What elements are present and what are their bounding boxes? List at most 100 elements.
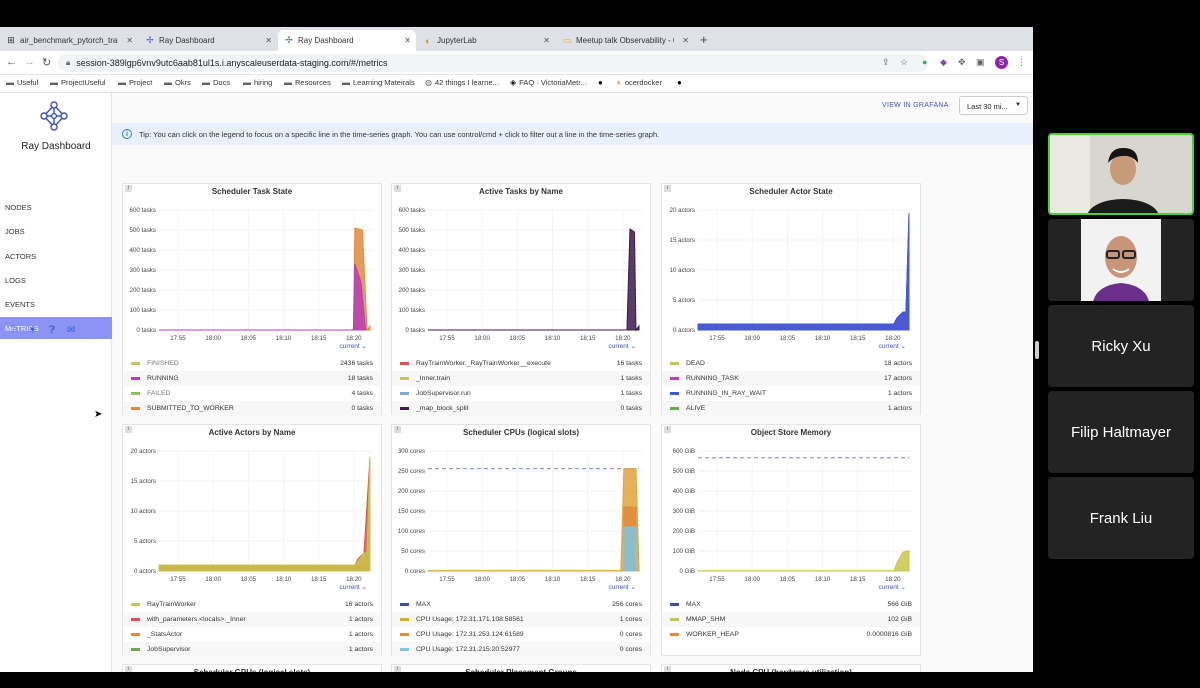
- legend-current-toggle[interactable]: current ⌄: [339, 584, 368, 591]
- series-area[interactable]: [159, 263, 367, 331]
- bookmark-learning[interactable]: ▬ Learning Mateirals: [342, 78, 415, 87]
- tab-ray-dashboard-2[interactable]: ✢ Ray Dashboard ✕: [278, 30, 416, 51]
- url-field[interactable]: 🔒︎ session-389lgp6vnv9utc6aab81ul1s.i.any…: [58, 54, 928, 72]
- legend-item[interactable]: CPU Usage: 172.31.215.20:52977 0 cores: [392, 642, 650, 657]
- legend-item[interactable]: _StatsActor 1 actors: [123, 627, 381, 642]
- nav-nodes[interactable]: NODES: [5, 202, 32, 212]
- bookmark-github-2[interactable]: ●: [677, 78, 685, 87]
- panel-info-icon[interactable]: i: [125, 426, 132, 433]
- series-area[interactable]: [697, 549, 910, 572]
- close-icon[interactable]: ✕: [265, 36, 272, 45]
- series-area[interactable]: [158, 456, 371, 572]
- series-area[interactable]: [697, 221, 910, 331]
- tab-jupyterlab[interactable]: ◐ JupyterLab ✕: [417, 30, 555, 51]
- reload-icon[interactable]: ↻: [42, 57, 52, 69]
- panel-info-icon[interactable]: i: [125, 666, 132, 672]
- legend-current-toggle[interactable]: current ⌄: [878, 343, 907, 350]
- legend-item[interactable]: with_parameters.<locals>._Inner 1 actors: [123, 612, 381, 627]
- theme-sun-icon[interactable]: ☀: [28, 325, 37, 336]
- series-area[interactable]: [427, 468, 640, 572]
- close-icon[interactable]: ✕: [682, 36, 689, 45]
- legend-item[interactable]: FAILED 4 tasks: [123, 386, 381, 401]
- bookmark-42-things[interactable]: ◍ 42 things I learne...: [425, 78, 499, 87]
- legend-current-toggle[interactable]: current ⌄: [608, 584, 637, 591]
- legend-item[interactable]: MMAP_SHM 102 GiB: [662, 612, 920, 627]
- legend-item[interactable]: SUBMITTED_TO_WORKER 0 tasks: [123, 401, 381, 416]
- legend-current-toggle[interactable]: current ⌄: [878, 584, 907, 591]
- legend-item[interactable]: JobSupervisor.run 1 tasks: [392, 386, 650, 401]
- profile-avatar[interactable]: S: [995, 56, 1008, 69]
- legend-item[interactable]: MAX 256 cores: [392, 597, 650, 612]
- bookmark-docs[interactable]: ▬ Docs: [202, 78, 231, 87]
- view-in-grafana-link[interactable]: VIEW IN GRAFANA: [882, 102, 949, 109]
- bookmark-github-1[interactable]: ●: [598, 78, 606, 87]
- tab-benchmark[interactable]: ⊞air_benchmark_pytorch_training✕: [7, 35, 133, 45]
- bookmark-okrs[interactable]: ▬ Okrs: [164, 78, 191, 87]
- series-area[interactable]: [159, 227, 371, 332]
- sidepanel-icon[interactable]: ▣: [976, 57, 985, 67]
- bookmark-projectuseful[interactable]: ▬ ProjectUseful: [50, 78, 106, 87]
- panel-info-icon[interactable]: i: [394, 426, 401, 433]
- legend-item[interactable]: DEAD 18 actors: [662, 356, 920, 371]
- legend-item[interactable]: FINISHED 2436 tasks: [123, 356, 381, 371]
- panel-info-icon[interactable]: i: [394, 666, 401, 672]
- tab-ray-dashboard-1[interactable]: ✢ Ray Dashboard ✕: [146, 35, 272, 45]
- video-tile-participant-2[interactable]: [1048, 219, 1194, 301]
- close-icon[interactable]: ✕: [404, 36, 411, 45]
- legend-item[interactable]: RUNNING_TASK 17 actors: [662, 371, 920, 386]
- extension-icon[interactable]: ◆: [940, 57, 947, 67]
- bookmark-victoriametrics[interactable]: ◈ FAQ · VictoriaMetr...: [510, 78, 587, 87]
- bookmark-project[interactable]: ▬ Project: [118, 78, 153, 87]
- bookmark-ocerdocker[interactable]: ◐ ocerdocker: [617, 78, 662, 87]
- time-series-plot[interactable]: 0 cores 50 cores 100 cores 150 cores 200 cor…: [392, 439, 652, 589]
- tab-meetup-slides[interactable]: ▭ Meetup talk Observability - Go ✕: [562, 35, 689, 45]
- legend-item[interactable]: CPU Usage: 172.31.253.124:61589 0 cores: [392, 627, 650, 642]
- series-area[interactable]: [623, 526, 637, 572]
- grammarly-icon[interactable]: ●: [922, 57, 928, 67]
- legend-item[interactable]: RayTrainWorker._RayTrainWorker__execute 1…: [392, 356, 650, 371]
- time-range-select[interactable]: Last 30 mi... ▼: [959, 96, 1028, 115]
- series-area[interactable]: [158, 459, 371, 572]
- nav-jobs[interactable]: JOBS: [5, 226, 25, 236]
- series-area[interactable]: [428, 228, 640, 332]
- nav-actors[interactable]: ACTORS: [5, 251, 37, 261]
- back-icon[interactable]: ←: [6, 56, 17, 68]
- close-icon[interactable]: ✕: [543, 36, 550, 45]
- legend-item[interactable]: MAX 566 GiB: [662, 597, 920, 612]
- panel-info-icon[interactable]: i: [125, 185, 132, 192]
- split-handle[interactable]: [1035, 341, 1039, 359]
- legend-item[interactable]: JobSupervisor 1 actors: [123, 642, 381, 657]
- new-tab-icon[interactable]: +: [700, 32, 708, 47]
- nav-events[interactable]: EVENTS: [5, 299, 36, 309]
- panel-info-icon[interactable]: i: [664, 426, 671, 433]
- time-series-plot[interactable]: 0 GiB 100 GiB 200 GiB 300 GiB 400 GiB 500 GiB…: [662, 439, 922, 589]
- series-area[interactable]: [158, 456, 371, 572]
- legend-item[interactable]: RUNNING_IN_RAY_WAIT 1 actors: [662, 386, 920, 401]
- feedback-icon[interactable]: ✉: [66, 325, 76, 336]
- series-area[interactable]: [697, 215, 910, 331]
- panel-info-icon[interactable]: i: [394, 185, 401, 192]
- video-tile-filip-haltmayer[interactable]: Filip Haltmayer: [1048, 391, 1194, 473]
- legend-current-toggle[interactable]: current ⌄: [339, 343, 368, 350]
- extensions-puzzle-icon[interactable]: ✥: [958, 57, 966, 67]
- legend-item[interactable]: WORKER_HEAP 0.0000816 GiB: [662, 627, 920, 642]
- pin-icon[interactable]: ⍑: [10, 325, 16, 336]
- legend-item[interactable]: ALIVE 1 actors: [662, 401, 920, 416]
- legend-current-toggle[interactable]: current ⌄: [608, 343, 637, 350]
- menu-icon[interactable]: ⋮: [1017, 57, 1026, 67]
- time-series-plot[interactable]: 0 actors 5 actors 10 actors 15 actors 20 act…: [662, 198, 922, 348]
- close-icon[interactable]: ✕: [126, 36, 133, 45]
- bookmark-useful[interactable]: ▬ Useful: [6, 78, 39, 87]
- panel-info-icon[interactable]: i: [664, 666, 671, 672]
- time-series-plot[interactable]: 0 tasks 100 tasks 200 tasks 300 tasks 400 ta…: [123, 198, 383, 348]
- bookmark-hiring[interactable]: ▬ hiring: [243, 78, 273, 87]
- share-icon[interactable]: ⇪: [882, 57, 890, 67]
- legend-item[interactable]: RayTrainWorker 16 actors: [123, 597, 381, 612]
- video-tile-frank-liu[interactable]: Frank Liu: [1048, 477, 1194, 559]
- video-tile-ricky-xu[interactable]: Ricky Xu: [1048, 305, 1194, 387]
- bookmark-resources[interactable]: ▬ Resources: [284, 78, 331, 87]
- forward-icon[interactable]: →: [24, 56, 35, 68]
- nav-logs[interactable]: LOGS: [5, 275, 26, 285]
- legend-item[interactable]: _map_block_split 0 tasks: [392, 401, 650, 416]
- star-icon[interactable]: ☆: [900, 57, 909, 67]
